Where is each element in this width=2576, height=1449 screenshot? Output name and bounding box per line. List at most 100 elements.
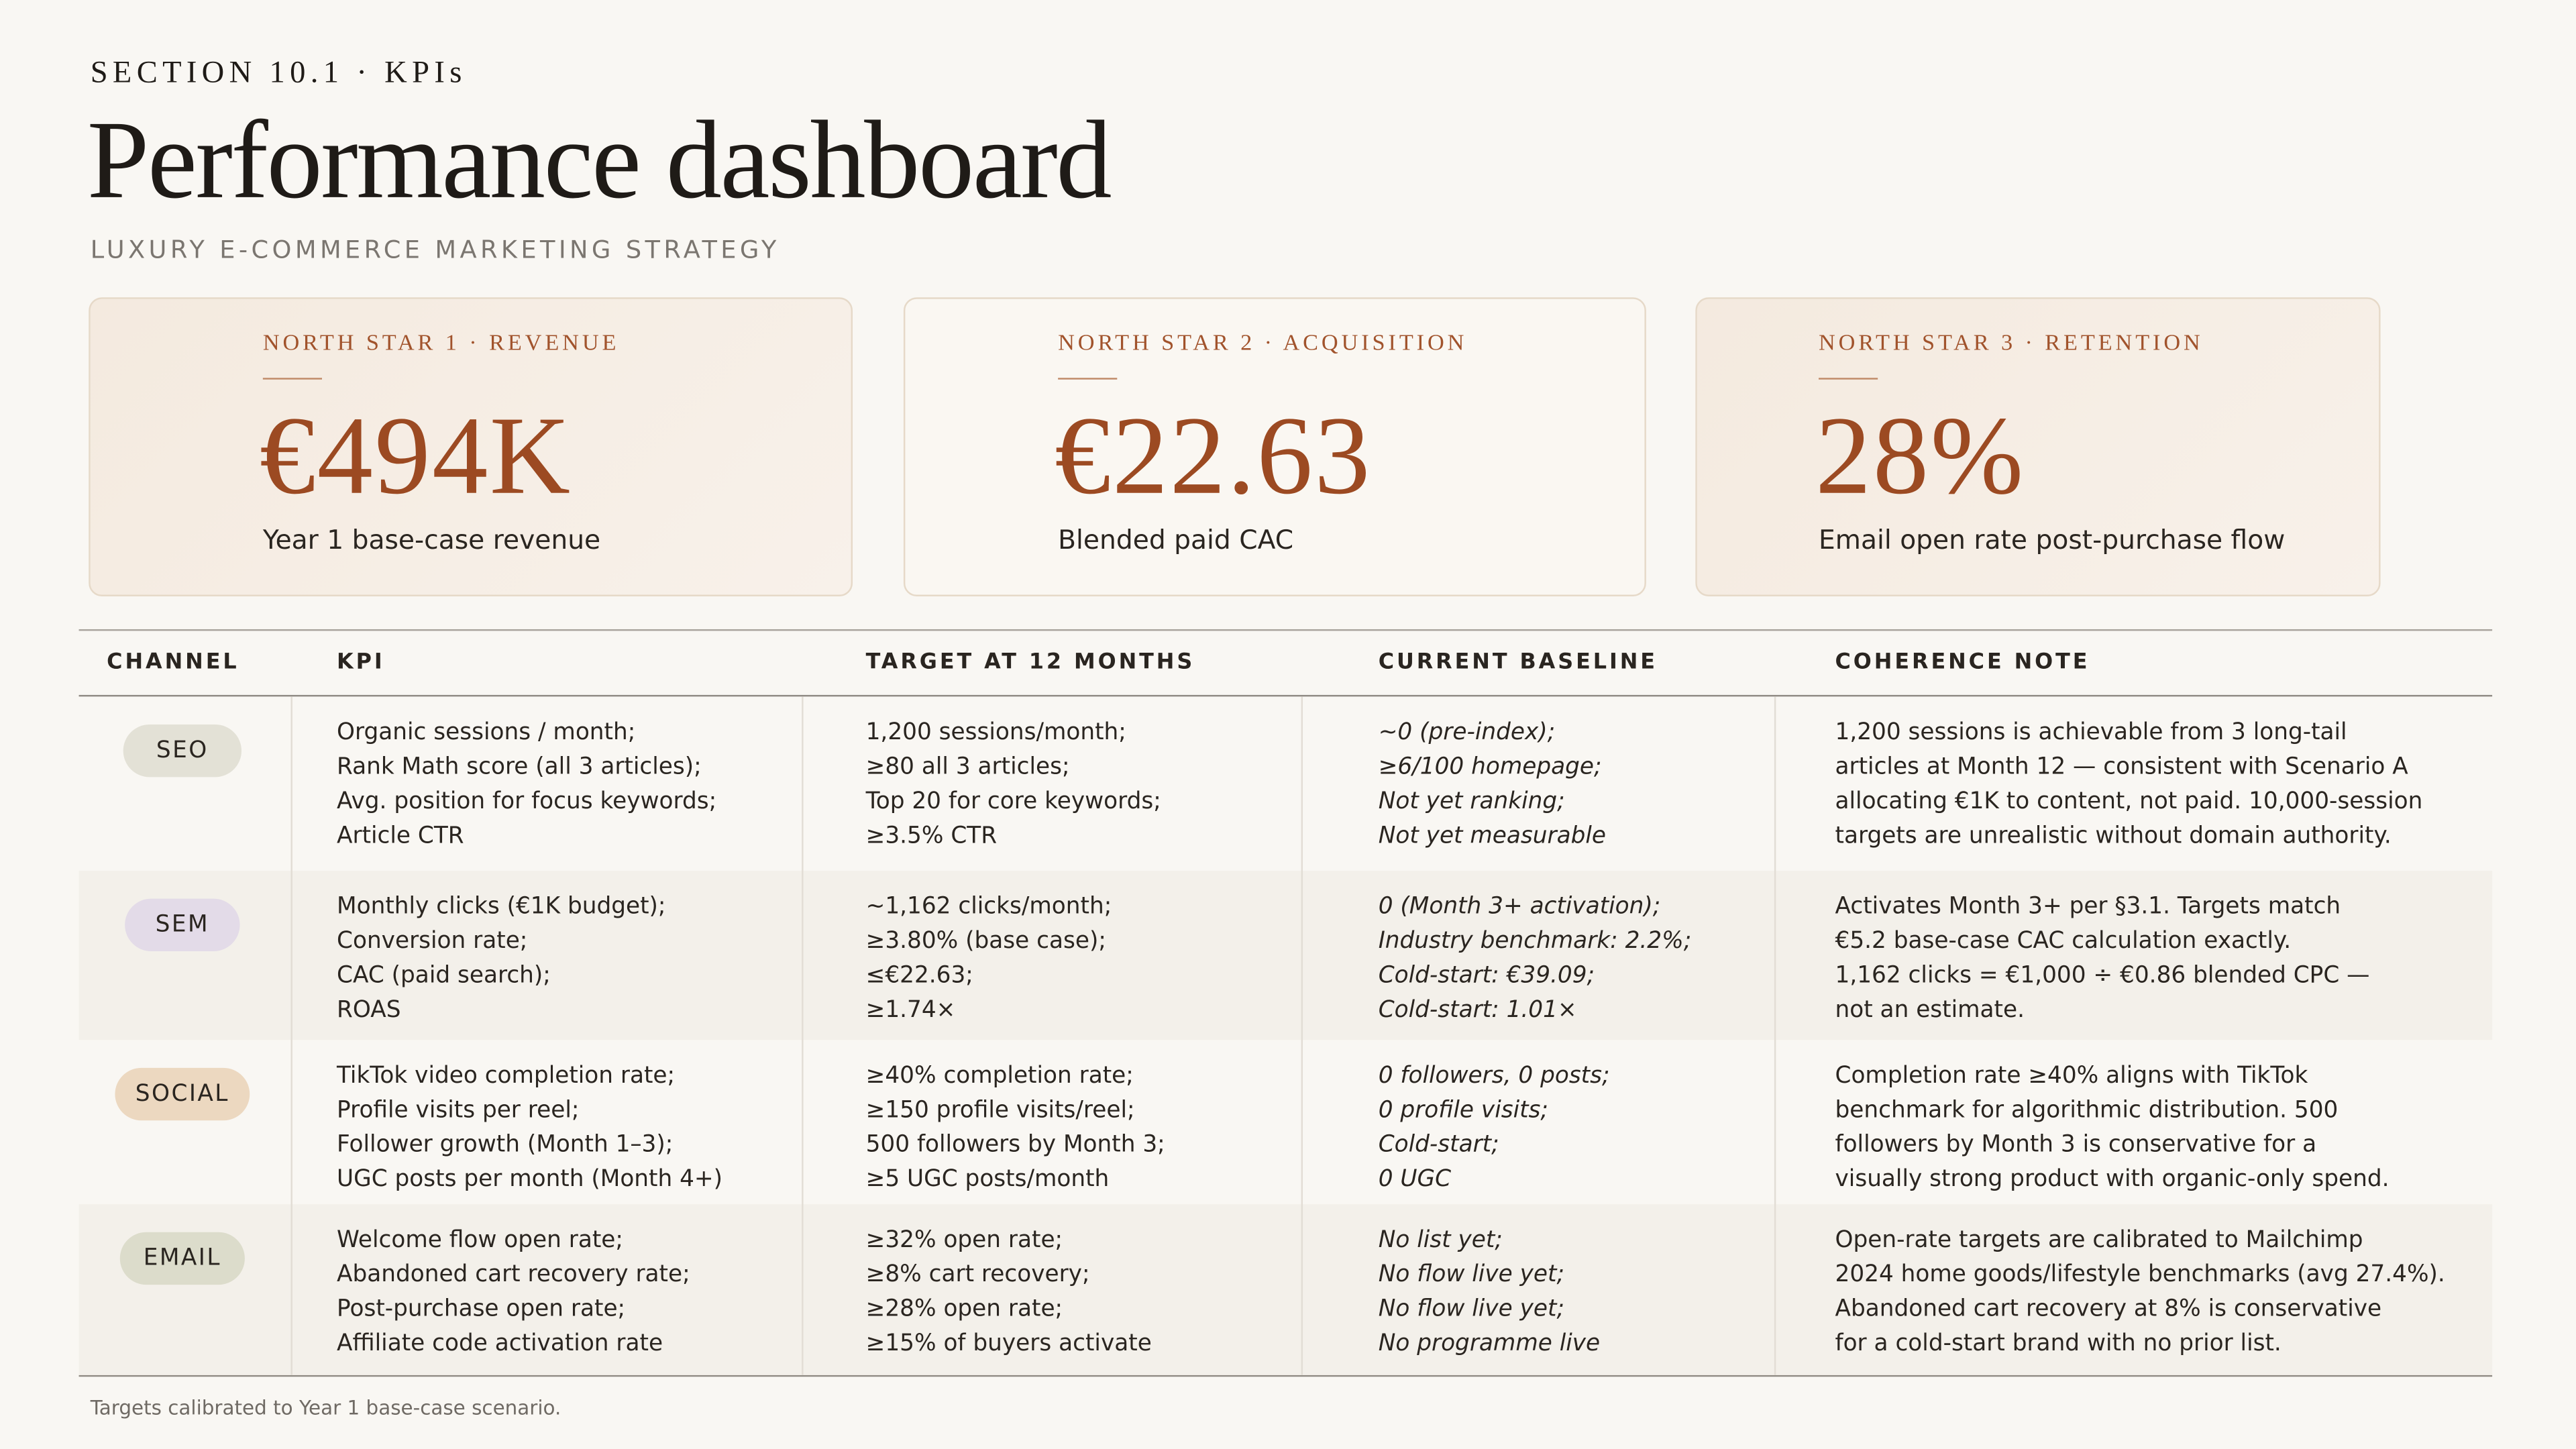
table-row bbox=[78, 870, 2493, 1040]
baseline-line: Cold-start; bbox=[1378, 1132, 1499, 1159]
note-line: Abandoned cart recovery at 8% is conserv… bbox=[1835, 1296, 2382, 1323]
kpi-line: TikTok video completion rate; bbox=[337, 1063, 676, 1089]
note-line: not an estimate. bbox=[1835, 997, 2025, 1024]
title: Performance dashboard bbox=[87, 97, 1112, 222]
kpi-line: ROAS bbox=[337, 997, 401, 1024]
baseline-line: Industry benchmark: 2.2%; bbox=[1378, 928, 1692, 955]
target-line: ≥32% open rate; bbox=[865, 1227, 1063, 1254]
note-line: for a cold-start brand with no prior lis… bbox=[1835, 1330, 2282, 1357]
column-divider bbox=[1301, 696, 1303, 1375]
kpi-card: NORTH STAR 2 · ACQUISITION €22.63 Blended … bbox=[903, 297, 1646, 596]
kpi-line: Welcome flow open rate; bbox=[337, 1227, 623, 1254]
baseline-line: No flow live yet; bbox=[1378, 1261, 1565, 1289]
target-line: ≤€22.63; bbox=[865, 963, 973, 989]
target-line: ≥15% of buyers activate bbox=[865, 1330, 1152, 1357]
note-line: Open-rate targets are calibrated to Mail… bbox=[1835, 1227, 2363, 1254]
target-line: ≥40% completion rate; bbox=[865, 1063, 1134, 1089]
channel-pill: SOCIAL bbox=[115, 1067, 250, 1121]
column-header: TARGET AT 12 MONTHS bbox=[865, 650, 1195, 676]
baseline-line: Not yet measurable bbox=[1378, 822, 1606, 850]
kpi-line: Profile visits per reel; bbox=[337, 1097, 580, 1124]
table-rule bbox=[78, 694, 2493, 697]
table-row bbox=[78, 1204, 2493, 1375]
baseline-line: 0 UGC bbox=[1378, 1166, 1452, 1193]
table-rule bbox=[78, 629, 2493, 631]
note-line: 1,200 sessions is achievable from 3 long… bbox=[1835, 719, 2347, 746]
baseline-line: Cold-start: 1.01× bbox=[1378, 997, 1577, 1024]
card-value: €22.63 bbox=[1055, 392, 1372, 518]
target-line: ≥3.80% (base case); bbox=[865, 928, 1106, 955]
card-caption: Blended paid CAC bbox=[1058, 524, 1294, 555]
baseline-line: No list yet; bbox=[1378, 1227, 1503, 1254]
note-line: followers by Month 3 is conservative for… bbox=[1835, 1132, 2317, 1159]
target-line: Top 20 for core keywords; bbox=[865, 788, 1161, 815]
baseline-line: Cold-start: €39.09; bbox=[1378, 963, 1595, 989]
column-header: KPI bbox=[337, 650, 385, 676]
baseline-line: ≥6/100 homepage; bbox=[1378, 754, 1602, 781]
kpi-line: Rank Math score (all 3 articles); bbox=[337, 754, 702, 781]
note-line: Completion rate ≥40% aligns with TikTok bbox=[1835, 1063, 2308, 1089]
column-header: CURRENT BASELINE bbox=[1378, 650, 1658, 676]
target-line: ≥5 UGC posts/month bbox=[865, 1166, 1110, 1193]
kpi-card: NORTH STAR 3 · RETENTION 28% Email open ra… bbox=[1695, 297, 2381, 596]
column-divider bbox=[290, 696, 292, 1375]
baseline-line: 0 profile visits; bbox=[1378, 1097, 1548, 1124]
baseline-line: No flow live yet; bbox=[1378, 1296, 1565, 1323]
baseline-line: 0 (Month 3+ activation); bbox=[1378, 894, 1661, 920]
note-line: targets are unrealistic without domain a… bbox=[1835, 822, 2392, 850]
note-line: 1,162 clicks = €1,000 ÷ €0.86 blended CP… bbox=[1835, 963, 2370, 989]
target-line: ≥1.74× bbox=[865, 997, 956, 1024]
card-label: NORTH STAR 1 · REVENUE bbox=[262, 331, 620, 357]
kpi-line: Monthly clicks (€1K budget); bbox=[337, 894, 666, 920]
note-line: 2024 home goods/lifestyle benchmarks (av… bbox=[1835, 1261, 2445, 1289]
card-value: 28% bbox=[1815, 392, 2025, 518]
note-line: visually strong product with organic-onl… bbox=[1835, 1166, 2390, 1193]
target-line: 500 followers by Month 3; bbox=[865, 1132, 1165, 1159]
kpi-line: Abandoned cart recovery rate; bbox=[337, 1261, 690, 1289]
channel-pill: EMAIL bbox=[119, 1232, 245, 1285]
target-line: ≥28% open rate; bbox=[865, 1296, 1063, 1323]
kpi-line: CAC (paid search); bbox=[337, 963, 551, 989]
target-line: ≥3.5% CTR bbox=[865, 822, 998, 850]
baseline-line: 0 followers, 0 posts; bbox=[1378, 1063, 1610, 1089]
kpi-line: Conversion rate; bbox=[337, 928, 528, 955]
kpi-line: UGC posts per month (Month 4+) bbox=[337, 1166, 723, 1193]
card-value: €494K bbox=[259, 392, 572, 518]
note-line: allocating €1K to content, not paid. 10,… bbox=[1835, 788, 2423, 815]
card-rule bbox=[1819, 378, 1878, 380]
card-caption: Email open rate post-purchase flow bbox=[1819, 524, 2286, 555]
note-line: Activates Month 3+ per §3.1. Targets mat… bbox=[1835, 894, 2341, 920]
subtitle: LUXURY E-COMMERCE MARKETING STRATEGY bbox=[90, 235, 780, 265]
footer-note: Targets calibrated to Year 1 base-case s… bbox=[90, 1396, 561, 1419]
kpi-line: Organic sessions / month; bbox=[337, 719, 636, 746]
note-line: €5.2 base-case CAC calculation exactly. bbox=[1835, 928, 2292, 955]
kpi-line: Affiliate code activation rate bbox=[337, 1330, 663, 1357]
kpi-line: Follower growth (Month 1–3); bbox=[337, 1132, 674, 1159]
kpi-line: Post-purchase open rate; bbox=[337, 1296, 626, 1323]
card-label: NORTH STAR 2 · ACQUISITION bbox=[1058, 331, 1468, 357]
target-line: 1,200 sessions/month; bbox=[865, 719, 1126, 746]
target-line: ≥8% cart recovery; bbox=[865, 1261, 1090, 1289]
target-line: ~1,162 clicks/month; bbox=[865, 894, 1112, 920]
channel-pill: SEM bbox=[125, 898, 240, 951]
card-rule bbox=[262, 378, 323, 380]
target-line: ≥80 all 3 articles; bbox=[865, 754, 1070, 781]
eyebrow: SECTION 10.1 · KPIs bbox=[90, 56, 467, 91]
note-line: benchmark for algorithmic distribution. … bbox=[1835, 1097, 2339, 1124]
column-divider bbox=[802, 696, 804, 1375]
baseline-line: ~0 (pre-index); bbox=[1378, 719, 1556, 746]
baseline-line: No programme live bbox=[1378, 1330, 1601, 1357]
kpi-line: Avg. position for focus keywords; bbox=[337, 788, 717, 815]
card-label: NORTH STAR 3 · RETENTION bbox=[1819, 331, 2204, 357]
channel-pill: SEO bbox=[123, 724, 242, 777]
card-rule bbox=[1058, 378, 1118, 380]
column-header: COHERENCE NOTE bbox=[1835, 650, 2090, 676]
column-header: CHANNEL bbox=[107, 650, 239, 676]
card-caption: Year 1 base-case revenue bbox=[262, 524, 601, 555]
target-line: ≥150 profile visits/reel; bbox=[865, 1097, 1135, 1124]
kpi-card: NORTH STAR 1 · REVENUE €494K Year 1 base-c… bbox=[89, 297, 853, 596]
note-line: articles at Month 12 — consistent with S… bbox=[1835, 754, 2408, 781]
column-divider bbox=[1774, 696, 1776, 1375]
